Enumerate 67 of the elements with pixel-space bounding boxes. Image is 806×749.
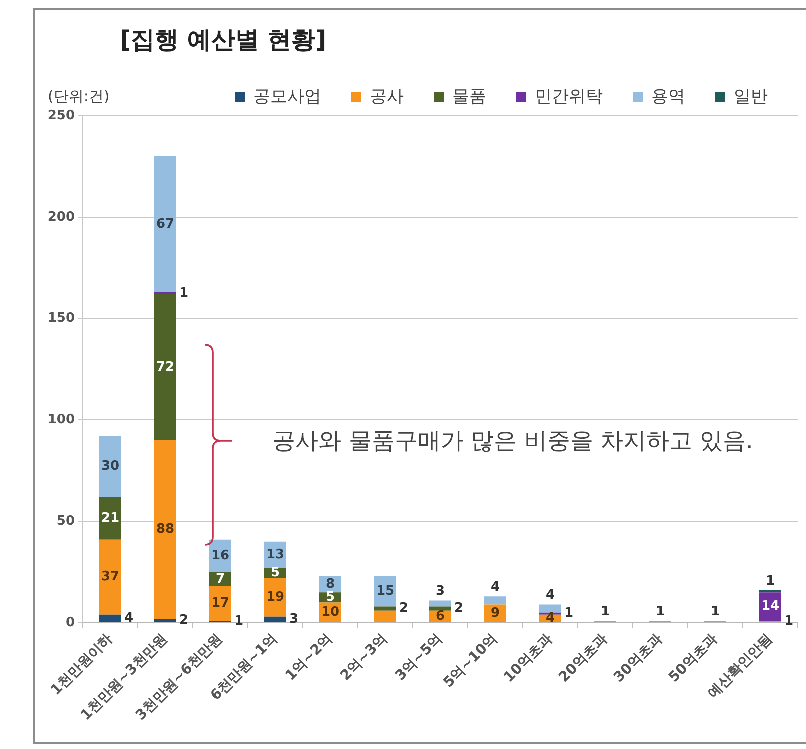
data-label: 30 <box>101 459 120 474</box>
legend-label: 공사 <box>370 86 404 107</box>
bar <box>154 618 176 622</box>
y-tick-label: 200 <box>48 210 75 225</box>
data-label: 37 <box>101 570 120 585</box>
data-label: 4 <box>546 611 556 626</box>
bar <box>264 616 286 622</box>
legend-label: 민간위탁 <box>535 86 603 107</box>
data-label: 9 <box>490 606 500 621</box>
data-label: 4 <box>546 588 556 604</box>
data-label: 1 <box>784 614 794 630</box>
legend-label: 일반 <box>734 86 768 107</box>
data-label: 2 <box>180 613 189 628</box>
data-label: 2 <box>400 601 409 616</box>
y-tick-label: 0 <box>66 615 75 630</box>
bar <box>540 604 562 613</box>
bar <box>430 600 452 607</box>
bar <box>374 606 396 611</box>
legend-label: 용역 <box>652 86 686 107</box>
data-label: 1 <box>710 604 720 620</box>
data-label: 6 <box>436 609 446 624</box>
y-tick-label: 150 <box>48 311 75 326</box>
data-label: 3 <box>290 612 299 628</box>
data-label: 17 <box>211 596 230 612</box>
data-label: 16 <box>211 548 230 564</box>
bar <box>210 586 232 621</box>
legend-label: 공모사업 <box>254 86 322 107</box>
data-label: 67 <box>156 216 175 232</box>
data-label: 4 <box>124 611 134 626</box>
data-label: 21 <box>101 510 120 526</box>
data-label: 8 <box>326 576 336 592</box>
bar <box>100 497 122 540</box>
data-label: 1 <box>766 574 776 589</box>
annotation: 공사와 물품구매가 많은 비중을 차지하고 있음. <box>272 428 754 454</box>
data-label: 1 <box>656 604 666 620</box>
data-label: 14 <box>761 599 780 614</box>
y-tick-label: 50 <box>56 514 75 529</box>
data-label: 1 <box>234 614 244 630</box>
data-label: 88 <box>156 522 175 538</box>
data-label: 1 <box>600 604 610 620</box>
data-label: 13 <box>266 547 285 562</box>
data-label: 72 <box>156 360 175 375</box>
data-label: 1 <box>180 286 189 301</box>
data-label: 3 <box>436 584 446 600</box>
data-label: 15 <box>376 584 395 599</box>
y-tick-label: 250 <box>48 108 75 124</box>
data-label: 5 <box>326 590 336 606</box>
data-label: 5 <box>270 566 280 581</box>
bar <box>154 440 176 619</box>
data-label: 19 <box>266 590 285 606</box>
data-label: 7 <box>216 572 226 587</box>
bar <box>484 596 506 605</box>
data-label: 2 <box>454 601 464 616</box>
data-label: 4 <box>490 580 500 596</box>
bar <box>374 610 396 622</box>
data-label: 10 <box>321 604 340 620</box>
bar <box>430 606 452 611</box>
bar <box>100 614 122 622</box>
chart-title: [집행 예산별 현황] <box>120 26 327 54</box>
bar <box>100 540 122 615</box>
bar <box>154 156 176 292</box>
bar <box>154 294 176 440</box>
data-label: 1 <box>564 606 574 622</box>
y-axis-title: (단위:건) <box>48 87 110 106</box>
y-tick-label: 100 <box>48 412 75 428</box>
legend-label: 물품 <box>452 86 486 107</box>
bar <box>100 436 122 498</box>
